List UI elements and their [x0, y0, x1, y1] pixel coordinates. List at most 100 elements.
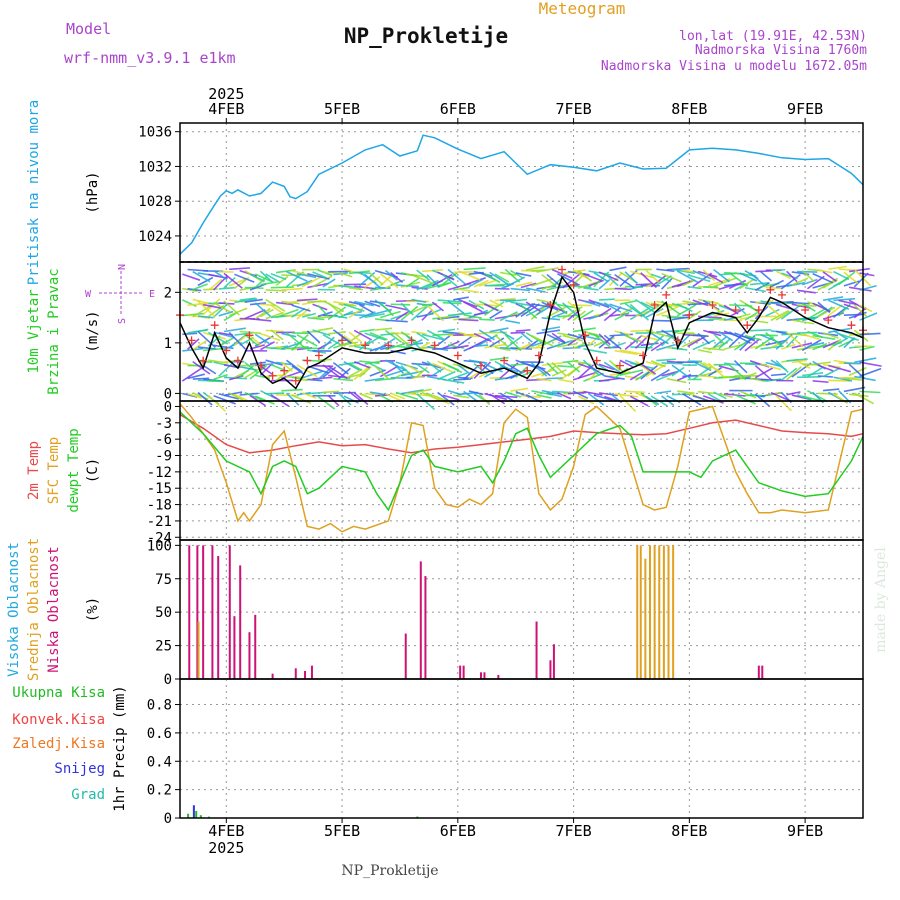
wind-gust-marker [384, 341, 393, 350]
wind-arrow [530, 362, 548, 377]
wind-arrow [656, 306, 678, 317]
bar-niska-oblacnost [228, 545, 231, 679]
wind-arrow [843, 362, 861, 365]
wind-arrow [463, 301, 483, 313]
wind-arrow [650, 368, 670, 382]
wind-gust-marker [257, 361, 266, 370]
wind-gust-marker [592, 356, 601, 365]
y-axis-label: (hPa) [85, 171, 101, 213]
wind-arrow [265, 298, 286, 312]
wind-arrow [291, 269, 312, 277]
wind-arrow [551, 272, 568, 288]
wind-arrow [728, 272, 749, 287]
wind-arrow [499, 271, 516, 276]
wind-arrow [192, 328, 209, 334]
wind-arrow [859, 272, 875, 277]
wind-arrow [682, 337, 701, 348]
series-pressure [179, 134, 864, 255]
wind-arrow [713, 333, 726, 346]
bar-srednja-oblacnost [667, 545, 670, 679]
wind-arrow [192, 377, 210, 380]
wind-arrow [301, 275, 322, 288]
wind-arrow [359, 304, 374, 314]
wind-arrow [817, 306, 836, 318]
precip-legend-label: Grad [71, 787, 105, 803]
wind-arrow [203, 303, 222, 309]
wind-arrow [301, 312, 317, 318]
wind-arrow [270, 286, 294, 289]
wind-arrow [343, 332, 363, 347]
wind-arrow [369, 391, 387, 396]
bar-niska-oblacnost [294, 668, 297, 679]
wind-gust-marker [361, 341, 370, 350]
bar-ukupna-kisa [187, 813, 190, 818]
wind-arrow [625, 390, 645, 394]
wind-arrow [447, 312, 472, 317]
wind-arrow [739, 272, 758, 282]
wind-arrow [536, 298, 555, 305]
wind-gust-marker [291, 376, 300, 385]
wind-arrow [692, 299, 709, 307]
wind-arrow [379, 272, 399, 289]
wind-arrow [551, 268, 573, 279]
wind-arrow [453, 344, 469, 350]
wind-arrow [431, 301, 445, 312]
wind-gust-marker [222, 346, 231, 355]
wind-arrow [807, 366, 824, 378]
wind-arrow [276, 394, 299, 397]
wind-arrow [499, 311, 518, 322]
wind-arrow [390, 331, 411, 336]
wind-arrow [853, 329, 869, 342]
wind-arrow [614, 349, 638, 356]
wind-arrow [338, 333, 352, 345]
wind-arrow [552, 390, 572, 394]
bar-srednja-oblacnost [648, 545, 651, 679]
wind-arrow [603, 306, 622, 322]
wind-arrow [468, 359, 488, 364]
bar-niska-oblacnost [552, 644, 555, 679]
wind-arrow [307, 282, 329, 289]
wind-arrow [218, 336, 235, 348]
bar-srednja-oblacnost [644, 558, 647, 679]
wind-arrow [416, 332, 430, 342]
wind-arrow [614, 393, 639, 398]
wind-arrow [822, 388, 840, 392]
wind-arrow [656, 343, 676, 351]
wind-arrow [260, 303, 277, 307]
wind-arrow [223, 391, 243, 397]
wind-arrow [661, 272, 682, 283]
wind-arrow [572, 371, 597, 381]
wind-arrow [197, 330, 216, 349]
wind-arrow [317, 304, 329, 317]
bar-niska-oblacnost [459, 665, 462, 679]
wind-arrow [859, 345, 875, 351]
x-tick-label-top: 8FEB [671, 100, 707, 118]
bar-srednja-oblacnost [658, 545, 661, 679]
wind-arrow [505, 319, 520, 324]
wind-arrow [207, 394, 227, 412]
wind-arrow [400, 365, 415, 379]
wind-gust-marker [615, 361, 624, 370]
y-tick-label: 0.6 [147, 726, 172, 742]
wind-arrow [327, 365, 348, 380]
wind-arrow [453, 296, 469, 301]
wind-arrow [463, 334, 480, 338]
panel-frame [179, 539, 864, 680]
model-elevation-label: Nadmorska Visina u modelu 1672.05m [601, 59, 867, 74]
wind-arrow [656, 390, 672, 395]
wind-arrow [390, 392, 406, 400]
panel-precipitation: 0 0.2 0.4 0.6 0.8 1hr Precip (mm) Ukupna Kisa K… [12, 678, 864, 827]
wind-gust-marker [777, 290, 786, 299]
wind-arrow [187, 392, 202, 399]
wind-arrow [598, 307, 612, 318]
wind-arrow [291, 394, 312, 405]
wind-arrow [708, 393, 722, 402]
wind-arrow [650, 341, 665, 352]
wind-arrow [796, 331, 818, 334]
wind-arrow [260, 281, 278, 286]
wind-arrow [593, 300, 610, 307]
wind-arrow [650, 332, 669, 345]
wind-arrow [520, 282, 537, 289]
x-tick-label-top: 6FEB [440, 100, 476, 118]
wind-arrow [213, 374, 228, 381]
